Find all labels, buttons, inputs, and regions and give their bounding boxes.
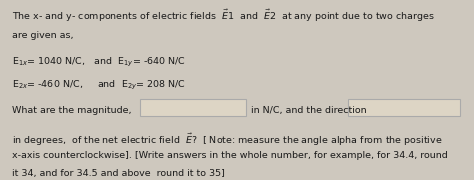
Text: E$_{1x}$= 1040 N/C,   and  E$_{1y}$= -640 N/C: E$_{1x}$= 1040 N/C, and E$_{1y}$= -640 N… bbox=[12, 56, 186, 69]
Text: in N/C, and the direction: in N/C, and the direction bbox=[251, 106, 367, 115]
Text: The x- and y- components of electric fields  $\vec{E}$1  and  $\vec{E}$2  at any: The x- and y- components of electric fie… bbox=[12, 8, 435, 24]
Text: What are the magnitude,: What are the magnitude, bbox=[12, 106, 131, 115]
Text: in degrees,  of the net electric field  $\vec{E}$?  [ Note: measure the angle al: in degrees, of the net electric field $\… bbox=[12, 132, 442, 148]
Text: x-axis counterclockwise]. [Write answers in the whole number, for example, for 3: x-axis counterclockwise]. [Write answers… bbox=[12, 151, 447, 160]
Text: it 34, and for 34.5 and above  round it to 35]: it 34, and for 34.5 and above round it t… bbox=[12, 169, 225, 178]
Bar bbox=[140, 99, 246, 116]
Text: are given as,: are given as, bbox=[12, 31, 73, 40]
Text: E$_{2x}$= -460 N/C,     and  E$_{2y}$= 208 N/C: E$_{2x}$= -460 N/C, and E$_{2y}$= 208 N/… bbox=[12, 79, 186, 92]
Bar bbox=[348, 99, 460, 116]
